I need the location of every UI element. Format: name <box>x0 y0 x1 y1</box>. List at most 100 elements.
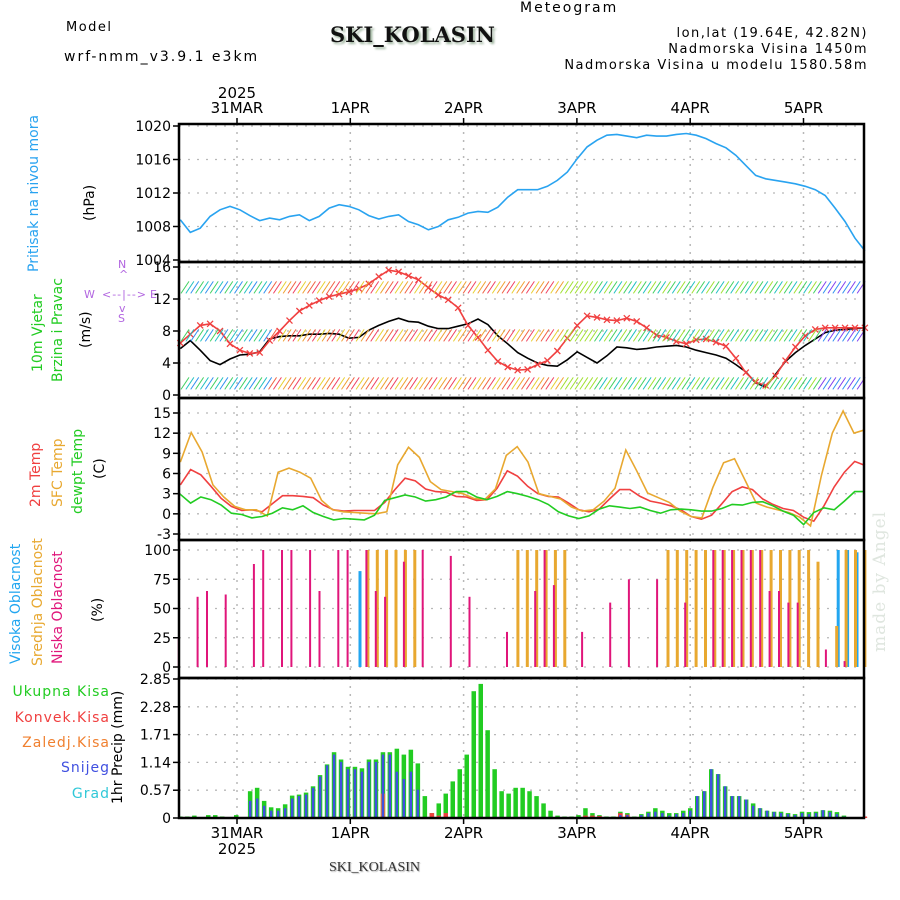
cloud-bar-srednja-oblacnost <box>685 550 689 667</box>
wind-barb <box>399 281 409 294</box>
wind-barb <box>778 329 788 342</box>
wind-barb <box>535 281 545 294</box>
wind-barb <box>506 281 516 294</box>
wind-barb <box>710 377 720 390</box>
wind-barb <box>691 281 701 294</box>
wind-barb <box>258 281 268 294</box>
precip-bar-snijeg <box>409 771 413 818</box>
wind-gust-marker <box>534 361 541 369</box>
wind-barb <box>292 329 302 342</box>
wind-barb <box>521 377 530 390</box>
wind-barb <box>749 329 759 342</box>
wind-barb <box>292 377 302 390</box>
precip-bar-snijeg <box>297 796 301 818</box>
wind-barb <box>350 281 360 294</box>
wind-barb <box>749 281 759 294</box>
cloud-bar-niska-oblacnost <box>843 661 846 667</box>
wind-barb <box>462 329 472 342</box>
wind-barb <box>321 377 331 390</box>
wind-barb <box>248 281 258 294</box>
wind-barb <box>258 377 268 390</box>
cloud-bar-niska-oblacnost <box>224 594 227 667</box>
wind-barb <box>243 377 253 390</box>
precip-bar-snijeg <box>381 754 385 818</box>
cloud-bar-srednja-oblacnost <box>713 550 717 667</box>
wind-barb <box>725 281 735 294</box>
wind-barb <box>705 281 715 294</box>
precip-bar-konvek-kisa <box>443 813 448 818</box>
wind-barb <box>642 329 652 342</box>
wind-barb <box>686 377 696 390</box>
wind-barb <box>628 377 637 390</box>
wind-barb <box>632 377 642 390</box>
precip-bar-ukupna-kisa <box>667 813 672 818</box>
wind-gust-marker <box>514 366 522 374</box>
cloud-bar-niska-oblacnost <box>374 591 377 667</box>
wind-barb <box>404 281 414 294</box>
wind-barb <box>307 281 316 294</box>
pressure-ytick-label: 1016 <box>135 153 171 169</box>
wind-barb <box>521 281 530 294</box>
precip-ytick-label: 1.71 <box>140 728 171 744</box>
temperature-series-2m-temp <box>179 460 866 523</box>
wind-barb <box>589 281 599 294</box>
wind-gust-marker <box>246 349 254 357</box>
precip-bar-ukupna-kisa <box>464 754 469 818</box>
wind-barb <box>209 377 219 390</box>
wind-barb <box>360 329 370 342</box>
wind-barb <box>739 281 749 294</box>
wind-barb <box>613 329 623 342</box>
cloud-ytick-label: 25 <box>153 631 171 647</box>
precip-bar-snijeg <box>737 796 741 818</box>
cloud-ytick-label: 75 <box>153 572 171 588</box>
bottom-day-label: 2APR <box>444 824 483 842</box>
precip-bar-snijeg <box>835 814 839 818</box>
precip-bar-ukupna-kisa <box>492 769 497 818</box>
precip-bar-ukupna-kisa <box>234 815 239 818</box>
wind-barb <box>341 377 350 390</box>
wind-gust-marker <box>583 312 591 320</box>
precip-bar-snijeg <box>353 769 357 818</box>
precip-bar-snijeg <box>276 810 280 818</box>
wind-barb <box>603 281 613 294</box>
wind-barb <box>331 329 341 342</box>
wind-gust-marker <box>216 327 224 335</box>
precip-bar-snijeg <box>647 813 650 818</box>
wind-barb <box>613 377 623 390</box>
cloud-bar-srednja-oblacnost <box>553 550 557 667</box>
wind-barb <box>316 281 326 294</box>
precip-bar-snijeg <box>661 813 664 818</box>
wind-barb <box>443 281 453 294</box>
precip-bar-snijeg <box>360 771 364 818</box>
wind-barb <box>268 281 277 294</box>
cloud-bar-niska-oblacnost <box>712 550 715 667</box>
wind-barb <box>185 329 195 342</box>
cloud-bar-srednja-oblacnost <box>413 550 417 667</box>
wind-barb <box>452 377 462 390</box>
compass-north: N <box>118 258 127 271</box>
wind-barb <box>603 329 613 342</box>
wind-barb <box>501 377 511 390</box>
precip-ytick-label: 1.14 <box>140 755 171 771</box>
wind-barb <box>744 281 754 294</box>
top-day-label: 4APR <box>671 99 710 117</box>
cloud-bar-niska-oblacnost <box>206 591 208 667</box>
wind-barb <box>759 377 769 390</box>
cloud-bar-srednja-oblacnost <box>722 550 726 667</box>
wind-barb <box>506 329 516 342</box>
wind-barb <box>851 281 861 294</box>
wind-barb <box>555 329 564 342</box>
wind-barb <box>676 281 686 294</box>
bottom-day-label: 1APR <box>331 824 370 842</box>
wind-barb <box>681 281 691 294</box>
wind-barb <box>443 329 453 342</box>
wind-barb <box>530 377 540 390</box>
precip-bar-snijeg <box>758 808 762 818</box>
wind-barb <box>204 281 214 294</box>
wind-barb <box>671 281 681 294</box>
wind-barb <box>589 329 599 342</box>
precip-bar-snijeg <box>730 796 734 818</box>
precip-bar-ukupna-kisa <box>520 787 525 818</box>
wind-barb <box>200 281 209 294</box>
wind-barb <box>448 329 457 342</box>
